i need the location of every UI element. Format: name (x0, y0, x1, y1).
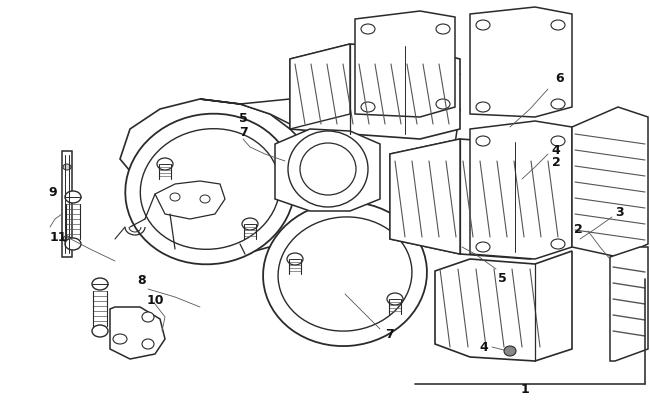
Ellipse shape (476, 103, 490, 113)
Ellipse shape (476, 21, 490, 31)
Text: 4: 4 (552, 143, 560, 156)
Ellipse shape (200, 196, 210, 203)
Ellipse shape (476, 136, 490, 147)
Polygon shape (200, 65, 460, 130)
Ellipse shape (92, 278, 108, 290)
Ellipse shape (551, 21, 565, 31)
Ellipse shape (242, 218, 258, 230)
Ellipse shape (63, 237, 71, 243)
Ellipse shape (92, 325, 108, 337)
Ellipse shape (125, 114, 294, 265)
Text: 10: 10 (146, 293, 164, 306)
Text: 6: 6 (556, 71, 564, 84)
Ellipse shape (361, 25, 375, 35)
Text: 7: 7 (385, 328, 395, 341)
Ellipse shape (361, 103, 375, 113)
Ellipse shape (551, 136, 565, 147)
Ellipse shape (263, 202, 427, 346)
Polygon shape (470, 8, 572, 118)
Polygon shape (572, 108, 648, 257)
Polygon shape (120, 100, 320, 252)
Ellipse shape (504, 346, 516, 356)
Polygon shape (62, 151, 72, 257)
Ellipse shape (63, 164, 71, 171)
Ellipse shape (65, 192, 81, 203)
Polygon shape (435, 252, 572, 361)
Polygon shape (275, 130, 380, 211)
Ellipse shape (288, 132, 368, 207)
Ellipse shape (287, 254, 303, 265)
Text: 4: 4 (480, 341, 488, 354)
Polygon shape (310, 95, 460, 224)
Ellipse shape (140, 129, 280, 250)
Text: 5: 5 (498, 271, 506, 284)
Polygon shape (355, 12, 455, 118)
Text: 8: 8 (138, 273, 146, 286)
Text: 3: 3 (616, 205, 624, 218)
Polygon shape (390, 140, 570, 259)
Ellipse shape (551, 100, 565, 110)
Polygon shape (290, 45, 460, 140)
Ellipse shape (436, 25, 450, 35)
Ellipse shape (300, 144, 356, 196)
Polygon shape (290, 45, 350, 130)
Polygon shape (110, 307, 165, 359)
Ellipse shape (436, 100, 450, 110)
Text: 2: 2 (552, 155, 560, 168)
Ellipse shape (65, 239, 81, 250)
Ellipse shape (113, 334, 127, 344)
Ellipse shape (278, 217, 412, 331)
Text: 7: 7 (239, 125, 248, 138)
Text: 11: 11 (49, 231, 67, 244)
Ellipse shape (170, 194, 180, 202)
Ellipse shape (157, 159, 173, 171)
Text: 2: 2 (573, 223, 582, 236)
Ellipse shape (142, 312, 154, 322)
Polygon shape (390, 140, 460, 254)
Polygon shape (470, 122, 572, 259)
Ellipse shape (142, 339, 154, 349)
Text: 9: 9 (49, 185, 57, 198)
Polygon shape (155, 181, 225, 220)
Polygon shape (610, 247, 648, 361)
Text: 5: 5 (239, 111, 248, 124)
Ellipse shape (387, 293, 403, 305)
Ellipse shape (551, 239, 565, 249)
Text: 1: 1 (521, 383, 529, 396)
Ellipse shape (476, 243, 490, 252)
